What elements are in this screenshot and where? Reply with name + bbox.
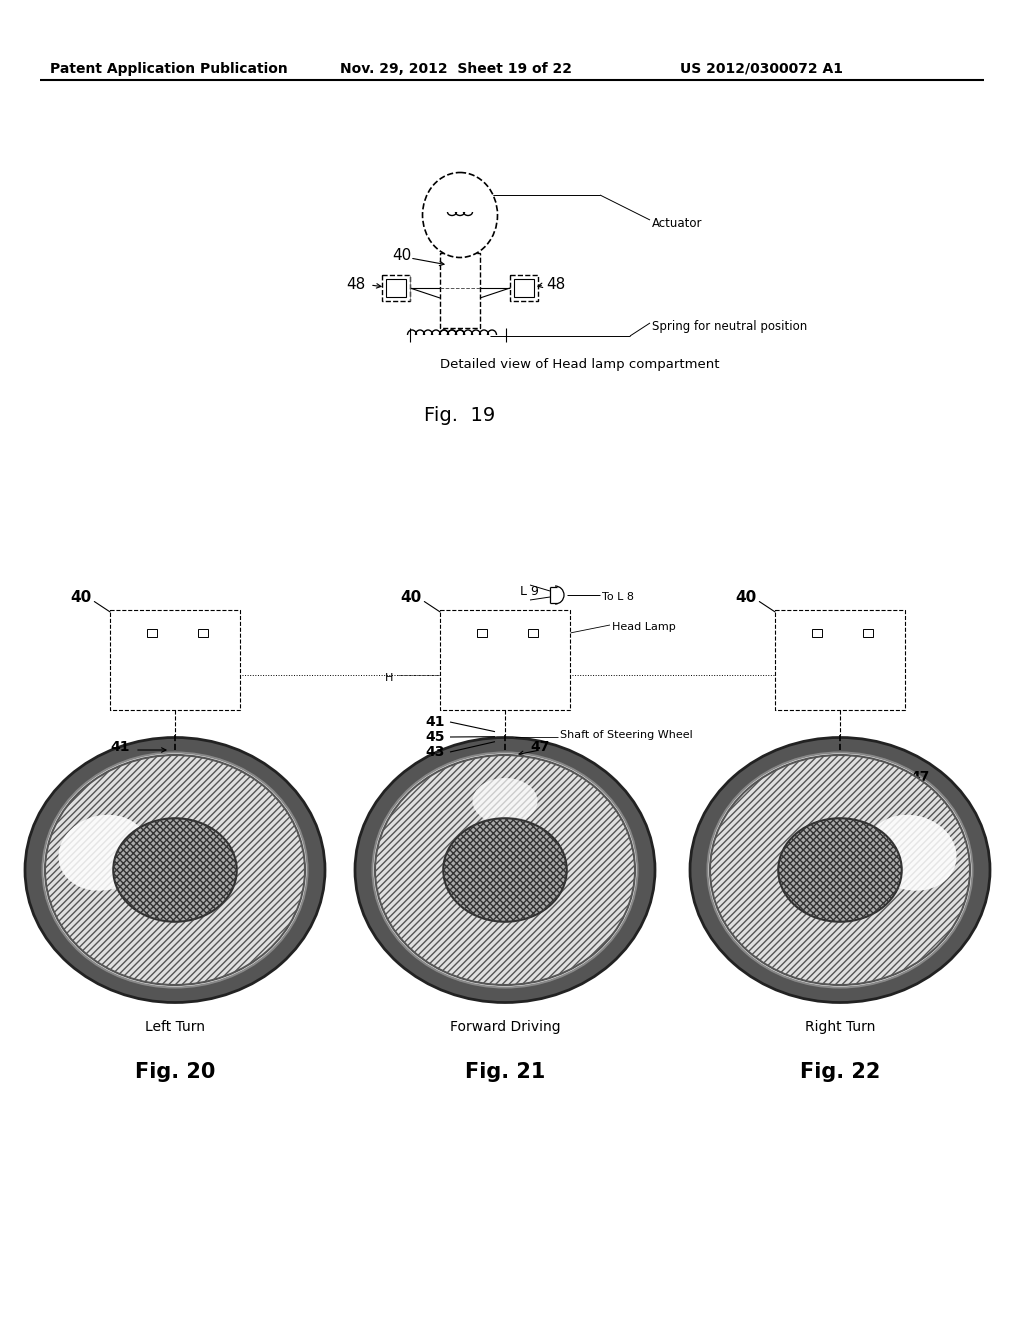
- Text: Fig. 22: Fig. 22: [800, 1063, 881, 1082]
- Text: 45: 45: [425, 730, 444, 744]
- Ellipse shape: [778, 818, 902, 921]
- Ellipse shape: [58, 814, 148, 891]
- Text: 40: 40: [735, 590, 757, 605]
- Ellipse shape: [710, 755, 970, 985]
- Polygon shape: [466, 623, 487, 648]
- Polygon shape: [802, 623, 822, 648]
- Text: Nov. 29, 2012  Sheet 19 of 22: Nov. 29, 2012 Sheet 19 of 22: [340, 62, 572, 77]
- Bar: [514, 279, 534, 297]
- Bar: [110, 610, 240, 710]
- Text: H: H: [385, 673, 393, 682]
- Text: L 9: L 9: [520, 585, 539, 598]
- Ellipse shape: [114, 818, 237, 921]
- Ellipse shape: [373, 752, 638, 987]
- Text: Spring for neutral position: Spring for neutral position: [652, 319, 807, 333]
- Text: Fig.  19: Fig. 19: [424, 407, 496, 425]
- Bar: [862, 630, 872, 638]
- Text: 40: 40: [392, 248, 412, 263]
- Text: 40: 40: [400, 590, 421, 605]
- Text: Head Lamp: Head Lamp: [612, 622, 676, 632]
- Polygon shape: [522, 623, 544, 648]
- Ellipse shape: [472, 777, 538, 824]
- Bar: [803, 622, 811, 630]
- Ellipse shape: [45, 755, 305, 985]
- Bar: [386, 279, 406, 297]
- Polygon shape: [193, 623, 214, 648]
- Ellipse shape: [375, 755, 635, 985]
- Text: 47: 47: [530, 741, 549, 754]
- Ellipse shape: [443, 818, 566, 921]
- Bar: [535, 622, 543, 630]
- Bar: [440, 610, 570, 710]
- Text: 43: 43: [425, 744, 444, 759]
- Ellipse shape: [25, 738, 325, 1002]
- Text: 40: 40: [70, 590, 91, 605]
- Ellipse shape: [355, 738, 655, 1002]
- Ellipse shape: [866, 814, 956, 891]
- Ellipse shape: [708, 752, 973, 987]
- Text: Right Turn: Right Turn: [805, 1020, 876, 1034]
- Ellipse shape: [423, 173, 498, 257]
- Text: 48: 48: [546, 277, 565, 292]
- Text: Fig. 21: Fig. 21: [465, 1063, 545, 1082]
- Bar: [527, 630, 538, 638]
- Text: To L 8: To L 8: [602, 591, 634, 602]
- Text: Forward Driving: Forward Driving: [450, 1020, 560, 1034]
- Text: Left Turn: Left Turn: [145, 1020, 205, 1034]
- Ellipse shape: [690, 738, 990, 1002]
- Bar: [869, 622, 878, 630]
- Bar: [510, 275, 538, 301]
- Text: 48: 48: [346, 277, 366, 292]
- Text: 47: 47: [910, 770, 930, 784]
- Bar: [205, 622, 213, 630]
- Ellipse shape: [43, 752, 307, 987]
- Bar: [137, 622, 145, 630]
- Text: Actuator: Actuator: [652, 216, 702, 230]
- Bar: [775, 610, 905, 710]
- Text: Shaft of Steering Wheel: Shaft of Steering Wheel: [560, 730, 693, 741]
- Text: US 2012/0300072 A1: US 2012/0300072 A1: [680, 62, 843, 77]
- Polygon shape: [136, 623, 158, 648]
- Text: 41: 41: [110, 741, 129, 754]
- Bar: [146, 630, 157, 638]
- Bar: [440, 253, 480, 327]
- Text: Patent Application Publication: Patent Application Publication: [50, 62, 288, 77]
- Bar: [468, 622, 475, 630]
- Bar: [382, 275, 410, 301]
- Text: 41: 41: [425, 715, 444, 729]
- Text: Detailed view of Head lamp compartment: Detailed view of Head lamp compartment: [440, 358, 720, 371]
- Text: Fig. 20: Fig. 20: [135, 1063, 215, 1082]
- Bar: [476, 630, 486, 638]
- Bar: [198, 630, 208, 638]
- Bar: [811, 630, 821, 638]
- Polygon shape: [857, 623, 879, 648]
